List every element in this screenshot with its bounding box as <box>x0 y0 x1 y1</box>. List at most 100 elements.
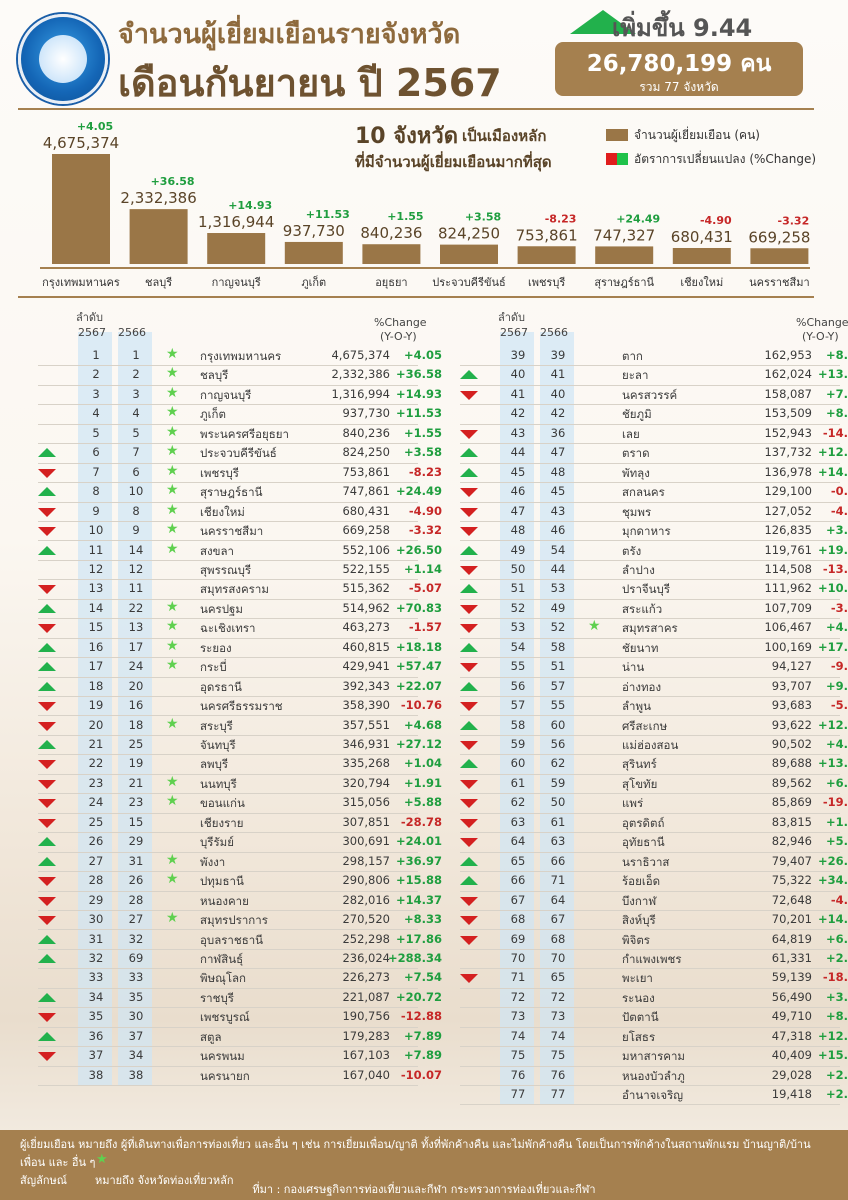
rank-2567: 42 <box>510 406 526 421</box>
visitor-count: 162,024 <box>764 367 812 382</box>
visitor-count: 335,268 <box>342 756 390 771</box>
header-2567: 2567 <box>500 326 528 339</box>
pct-change: +8.06 <box>825 1009 848 1024</box>
rank-2567: 39 <box>510 348 526 362</box>
rank-2566: 76 <box>550 1067 566 1082</box>
pct-change: +7.54 <box>403 970 442 985</box>
table-row: 40 41 ยะลา 162,024 +13.04 <box>460 365 848 386</box>
rank-2567: 55 <box>510 659 526 674</box>
province-name: อำนาจเจริญ <box>622 1088 684 1103</box>
visitor-count: 463,273 <box>342 620 390 635</box>
category-label-4: อยุธยา <box>375 276 407 289</box>
pct-change: +5.88 <box>403 795 442 810</box>
rank-2566: 38 <box>128 1067 144 1082</box>
rank-up-arrow-icon <box>460 370 478 380</box>
visitor-count: 59,139 <box>771 970 812 985</box>
province-name: พิษณุโลก <box>200 971 247 986</box>
visitor-count: 29,028 <box>771 1067 812 1082</box>
province-name: ตาก <box>622 349 643 363</box>
rank-2567: 24 <box>88 795 104 810</box>
table-row: 22 19 ลพบุรี 335,268 +1.04 <box>38 754 442 775</box>
rank-2567: 35 <box>88 1009 104 1024</box>
province-name: สุราษฎร์ธานี <box>200 485 263 500</box>
legend-label-visitors: จำนวนผู้เยี่ยมเยือน (คน) <box>634 128 760 142</box>
visitor-count: 320,794 <box>342 775 390 790</box>
visitor-count: 753,861 <box>342 464 390 479</box>
pct-change: +2.26 <box>825 1067 848 1082</box>
province-name: จันทบุรี <box>200 738 236 752</box>
pct-change: +3.25 <box>825 989 848 1004</box>
visitor-count: 83,815 <box>771 814 812 829</box>
table-row: ★ 1 1 กรุงเทพมหานคร 4,675,374 +4.05 <box>38 346 442 367</box>
rank-2567: 63 <box>510 814 526 829</box>
rank-down-arrow-icon <box>38 585 56 595</box>
province-name: ประจวบคีรีขันธ์ <box>200 446 277 461</box>
visitor-count: 282,016 <box>342 892 390 907</box>
divider <box>18 296 814 298</box>
rank-2566: 46 <box>550 523 566 538</box>
rank-2566: 21 <box>128 775 144 790</box>
rank-up-arrow-icon <box>38 856 56 866</box>
pct-change: -1.57 <box>408 620 442 635</box>
rank-2567: 54 <box>510 639 526 654</box>
rank-2567: 58 <box>510 717 526 732</box>
rank-2567-column-band <box>78 332 112 1086</box>
star-icon: ★ <box>166 598 179 615</box>
province-name: นครสวรรค์ <box>622 387 678 402</box>
province-name: อุบลราชธานี <box>200 932 264 947</box>
table-row: 41 40 นครสวรรค์ 158,087 +7.02 <box>460 385 848 406</box>
table-row: 51 53 ปราจีนบุรี 111,962 +10.82 <box>460 579 848 600</box>
visitor-count: 90,502 <box>771 737 812 751</box>
province-name: พัทลุง <box>622 465 650 480</box>
rank-2567: 23 <box>88 775 104 790</box>
total-box <box>555 42 803 96</box>
rank-up-arrow-icon <box>460 545 478 555</box>
bar-change-label-2: +14.93 <box>228 199 272 212</box>
visitor-count: 93,707 <box>771 678 812 693</box>
footer <box>0 1130 848 1200</box>
visitor-count: 515,362 <box>342 581 390 596</box>
legend-label-change: อัตราการเปลี่ยนแปลง (%Change) <box>634 152 817 166</box>
bar-value-label-5: 824,250 <box>438 225 500 243</box>
table-row: 77 77 อำนาจเจริญ 19,418 +2.94 <box>460 1085 848 1106</box>
rank-2567: 19 <box>88 698 104 713</box>
pct-change: +17.73 <box>817 639 848 654</box>
pct-change: +7.89 <box>403 1048 442 1063</box>
rank-down-arrow-icon <box>38 799 56 809</box>
pct-change: +8.85 <box>825 348 848 362</box>
rank-2567: 68 <box>510 912 526 927</box>
rank-2566: 19 <box>128 756 144 771</box>
header-rank: ลำดับ <box>76 311 104 324</box>
bar-3 <box>284 241 343 264</box>
rank-down-arrow-icon <box>460 916 478 926</box>
rank-up-arrow-icon <box>38 740 56 749</box>
pct-change: +3.58 <box>403 445 442 460</box>
visitor-count: 129,100 <box>764 484 812 499</box>
chart-title-suffix: เป็นเมืองหลัก <box>462 127 547 145</box>
visitor-count: 747,861 <box>342 484 390 499</box>
table-row: 48 46 มุกดาหาร 126,835 +3.72 <box>460 521 848 542</box>
category-label-5: ประจวบคีรีขันธ์ <box>432 276 505 289</box>
rank-down-arrow-icon <box>460 838 478 848</box>
visitor-count: 167,103 <box>342 1048 390 1063</box>
rank-2567: 45 <box>510 464 526 479</box>
rank-down-arrow-icon <box>460 565 478 575</box>
rank-2566: 5 <box>132 425 140 440</box>
province-name: นนทบุรี <box>200 776 237 791</box>
province-name: สมุทรสาคร <box>622 621 678 636</box>
table-row: 45 48 พัทลุง 136,978 +14.58 <box>460 463 848 484</box>
province-name: พระนครศรีอยุธยา <box>200 426 290 441</box>
category-label-6: เพชรบุรี <box>528 276 565 289</box>
province-name: เพชรบุรี <box>200 465 239 480</box>
table-row: 35 30 เพชรบูรณ์ 190,756 -12.88 <box>38 1007 442 1028</box>
visitor-count: 358,390 <box>342 698 390 713</box>
star-icon: ★ <box>166 482 179 499</box>
bar-change-label-6: -8.23 <box>545 212 577 225</box>
visitor-count: 153,509 <box>764 406 812 421</box>
rank-2566: 53 <box>550 581 566 596</box>
province-name: มุกดาหาร <box>622 524 671 539</box>
rank-2567: 67 <box>510 892 526 907</box>
pct-change: -19.24 <box>822 795 848 810</box>
bar-value-label-2: 1,316,944 <box>198 213 274 231</box>
rank-2567: 3 <box>92 386 100 401</box>
